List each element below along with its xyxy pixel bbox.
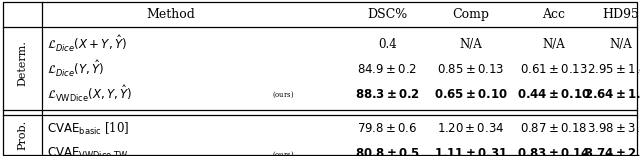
Text: 0.4: 0.4 xyxy=(378,38,397,51)
Text: $\mathbf{88.3 \pm 0.2}$: $\mathbf{88.3 \pm 0.2}$ xyxy=(355,88,420,101)
Text: Prob.: Prob. xyxy=(17,120,28,150)
Text: $\mathcal{L}_{Dice}(Y,\hat{Y})$: $\mathcal{L}_{Dice}(Y,\hat{Y})$ xyxy=(47,59,104,79)
Text: HD95: HD95 xyxy=(602,7,639,21)
Text: $2.95 \pm 1.43$: $2.95 \pm 1.43$ xyxy=(587,63,640,76)
Text: $\mathrm{CVAE}_{\mathrm{basic}}$ [10]: $\mathrm{CVAE}_{\mathrm{basic}}$ [10] xyxy=(47,121,129,137)
Text: N/A: N/A xyxy=(459,38,482,51)
Text: $0.61 \pm 0.13$: $0.61 \pm 0.13$ xyxy=(520,63,588,76)
Text: $\mathcal{L}_{Dice}(X+Y,\hat{Y})$: $\mathcal{L}_{Dice}(X+Y,\hat{Y})$ xyxy=(47,34,127,54)
Text: $\mathbf{1.11 \pm 0.31}$: $\mathbf{1.11 \pm 0.31}$ xyxy=(433,147,508,156)
Text: $_{\mathregular{(ours)}}$: $_{\mathregular{(ours)}}$ xyxy=(272,91,294,101)
Text: $\mathbf{2.64 \pm 1.83}$: $\mathbf{2.64 \pm 1.83}$ xyxy=(584,88,640,101)
Text: N/A: N/A xyxy=(542,38,565,51)
Text: Acc: Acc xyxy=(542,7,565,21)
Text: Method: Method xyxy=(147,7,196,21)
Text: N/A: N/A xyxy=(609,38,632,51)
Text: $\mathbf{0.65 \pm 0.10}$: $\mathbf{0.65 \pm 0.10}$ xyxy=(433,88,508,101)
Text: $\mathbf{3.74 \pm 2.44}$: $\mathbf{3.74 \pm 2.44}$ xyxy=(584,147,640,156)
Text: DSC%: DSC% xyxy=(367,7,407,21)
Text: $1.20 \pm 0.34$: $1.20 \pm 0.34$ xyxy=(436,122,504,135)
Text: $\mathbf{80.8 \pm 0.5}$: $\mathbf{80.8 \pm 0.5}$ xyxy=(355,147,420,156)
Text: $79.8 \pm 0.6$: $79.8 \pm 0.6$ xyxy=(357,122,417,135)
Text: $\mathrm{CVAE}_{\mathrm{VWDice\text{-}TW}}$: $\mathrm{CVAE}_{\mathrm{VWDice\text{-}TW… xyxy=(47,146,129,156)
Text: Determ.: Determ. xyxy=(17,40,28,86)
Text: $\mathbf{0.83 \pm 0.14}$: $\mathbf{0.83 \pm 0.14}$ xyxy=(516,147,591,156)
Text: $0.87 \pm 0.18$: $0.87 \pm 0.18$ xyxy=(520,122,588,135)
Text: $_{\mathregular{(ours)}}$: $_{\mathregular{(ours)}}$ xyxy=(272,150,294,156)
Text: $84.9 \pm 0.2$: $84.9 \pm 0.2$ xyxy=(357,63,417,76)
Text: $\mathcal{L}_{\mathrm{VWDice}}(X,Y,\hat{Y})$: $\mathcal{L}_{\mathrm{VWDice}}(X,Y,\hat{… xyxy=(47,84,132,104)
Text: $3.98 \pm 3.16$: $3.98 \pm 3.16$ xyxy=(587,122,640,135)
Text: $0.85 \pm 0.13$: $0.85 \pm 0.13$ xyxy=(436,63,504,76)
Text: $\mathbf{0.44 \pm 0.10}$: $\mathbf{0.44 \pm 0.10}$ xyxy=(516,88,591,101)
Text: Comp: Comp xyxy=(452,7,489,21)
